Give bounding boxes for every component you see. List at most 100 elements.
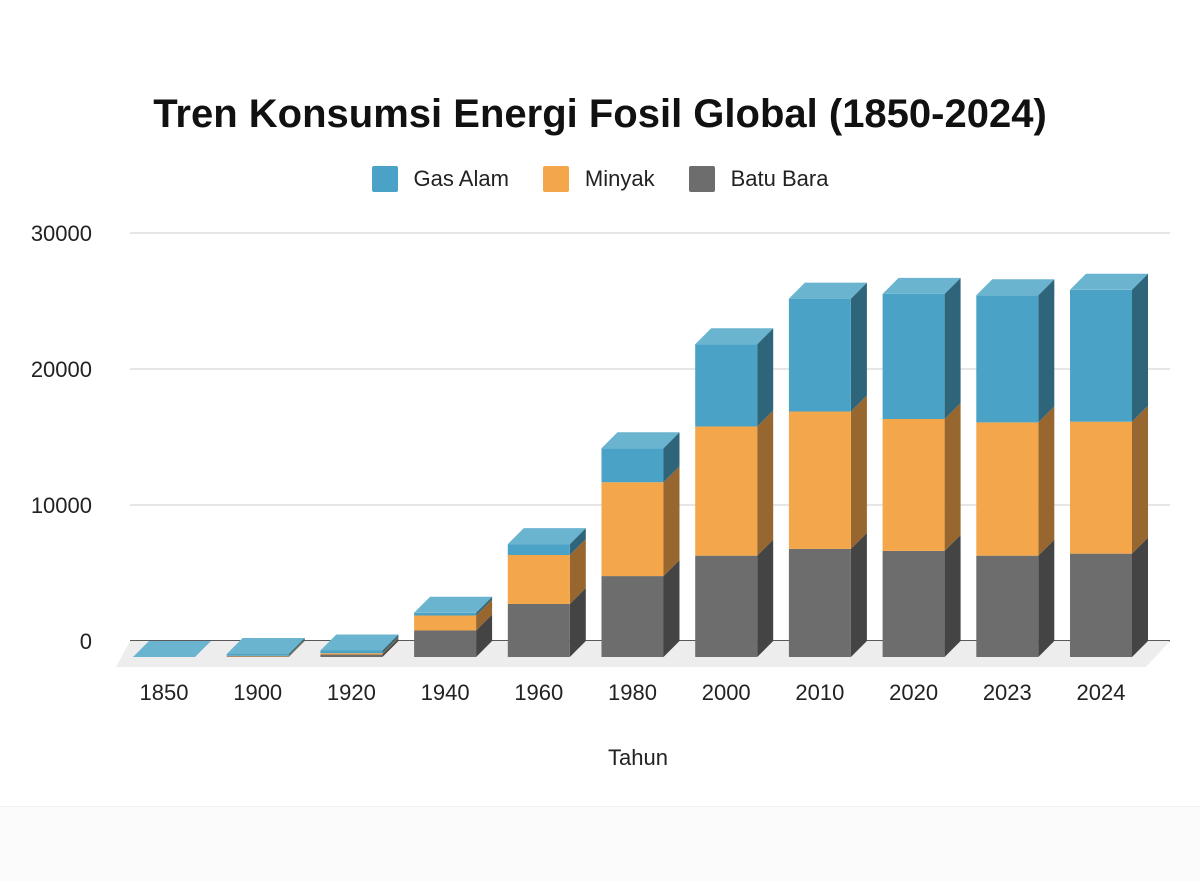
bar-side-batu-bara <box>944 534 961 657</box>
bar-top-face <box>133 641 211 657</box>
bar-segment-minyak[interactable] <box>788 411 851 549</box>
bar-top-face <box>414 596 493 613</box>
bar-segment-batu-bara[interactable] <box>695 555 758 657</box>
bar-segment-minyak[interactable] <box>695 426 758 556</box>
bar-side-batu-bara <box>382 638 399 657</box>
bar-stack-2024[interactable] <box>1070 273 1148 657</box>
bar-stack-2010[interactable] <box>788 282 867 657</box>
x-tick-label: 1900 <box>233 680 282 705</box>
x-tick-label: 1920 <box>327 680 376 705</box>
bar-stack-1980[interactable] <box>601 432 680 657</box>
legend: Gas Alam Minyak Batu Bara <box>0 166 1200 192</box>
bar-side-minyak <box>757 410 774 556</box>
bar-top-face <box>226 638 305 655</box>
bar-segment-gas-alam[interactable] <box>507 544 570 555</box>
y-tick-label: 0 <box>80 629 92 654</box>
bar-top-face <box>601 432 680 449</box>
bar-side-batu-bara <box>663 560 680 657</box>
bar-segment-minyak[interactable] <box>1070 421 1132 554</box>
x-axis-ticks: 1850 1900 1920 1940 1960 1980 2000 2010 2020 2023… <box>140 680 1126 705</box>
bar-side-gas-alam <box>476 596 493 616</box>
bar-segment-batu-bara[interactable] <box>601 576 664 657</box>
x-tick-label: 2023 <box>983 680 1032 705</box>
bar-side-minyak <box>382 637 399 655</box>
bar-segment-gas-alam[interactable] <box>226 654 289 656</box>
x-tick-label: 2024 <box>1077 680 1126 705</box>
bar-stack-2000[interactable] <box>695 328 774 657</box>
legend-item-batu-bara[interactable]: Batu Bara <box>688 166 829 192</box>
bar-segment-gas-alam[interactable] <box>601 448 664 483</box>
bar-side-minyak <box>663 466 680 577</box>
legend-item-minyak[interactable]: Minyak <box>542 166 655 192</box>
bar-segment-minyak[interactable] <box>882 419 945 551</box>
x-tick-label: 1960 <box>514 680 563 705</box>
bar-side-gas-alam <box>288 638 305 656</box>
bar-segment-batu-bara[interactable] <box>507 603 570 657</box>
y-tick-label: 10000 <box>31 493 92 518</box>
legend-label-gas-alam: Gas Alam <box>413 166 509 191</box>
bar-segment-batu-bara[interactable] <box>1070 553 1132 657</box>
x-tick-label: 1850 <box>140 680 189 705</box>
x-axis-title: Tahun <box>608 745 668 770</box>
bar-stack-2023[interactable] <box>976 279 1055 657</box>
bar-segment-batu-bara[interactable] <box>226 656 289 657</box>
bar-side-gas-alam <box>757 328 774 427</box>
bar-top-face <box>976 279 1055 296</box>
y-tick-label: 30000 <box>31 221 92 246</box>
bar-side-minyak <box>1132 405 1148 554</box>
bar-top-face <box>1070 273 1148 290</box>
bar-segment-gas-alam[interactable] <box>788 298 851 412</box>
bar-stack-2020[interactable] <box>882 277 961 657</box>
bar-segment-minyak[interactable] <box>414 615 477 631</box>
bar-segment-gas-alam[interactable] <box>320 650 383 654</box>
bar-side-batu-bara <box>476 614 493 657</box>
y-tick-label: 20000 <box>31 357 92 382</box>
bar-segment-batu-bara[interactable] <box>976 555 1039 657</box>
bar-side-batu-bara <box>288 640 305 657</box>
bar-segment-gas-alam[interactable] <box>695 344 758 427</box>
bars <box>133 273 1148 657</box>
bar-side-gas-alam <box>1038 279 1055 423</box>
bar-top-face <box>695 328 774 345</box>
chart-title: Tren Konsumsi Energi Fosil Global (1850-… <box>153 92 1047 136</box>
x-tick-label: 1980 <box>608 680 657 705</box>
bar-segment-batu-bara[interactable] <box>788 548 851 657</box>
bar-top-face <box>320 634 399 651</box>
bar-segment-minyak[interactable] <box>226 655 289 657</box>
bar-stack-1850[interactable] <box>133 641 211 657</box>
bottom-strip <box>0 806 1200 881</box>
bar-side-gas-alam <box>663 432 680 483</box>
bar-side-gas-alam <box>1132 273 1148 422</box>
bar-top-face <box>882 277 961 294</box>
bar-segment-batu-bara[interactable] <box>882 550 945 657</box>
bar-side-batu-bara <box>569 587 586 657</box>
bar-side-gas-alam <box>944 277 961 419</box>
legend-label-batu-bara: Batu Bara <box>730 166 829 191</box>
bar-segment-minyak[interactable] <box>507 555 570 604</box>
bar-side-batu-bara <box>1132 537 1148 657</box>
bar-side-gas-alam <box>850 282 867 412</box>
bar-stack-1920[interactable] <box>320 634 399 657</box>
legend-item-gas-alam[interactable]: Gas Alam <box>371 166 509 192</box>
bar-segment-batu-bara[interactable] <box>414 630 477 657</box>
bar-segment-minyak[interactable] <box>976 422 1039 556</box>
bar-segment-gas-alam[interactable] <box>414 612 477 616</box>
bar-side-batu-bara <box>850 532 867 657</box>
bar-side-minyak <box>288 639 305 657</box>
bar-side-batu-bara <box>1038 539 1055 657</box>
bar-segment-batu-bara[interactable] <box>320 654 383 657</box>
bar-segment-gas-alam[interactable] <box>976 295 1039 423</box>
bar-stack-1900[interactable] <box>226 638 305 657</box>
bar-side-minyak <box>476 599 493 631</box>
legend-swatch-batu-bara <box>688 166 715 192</box>
x-tick-label: 2020 <box>889 680 938 705</box>
bar-segment-gas-alam[interactable] <box>1070 289 1132 422</box>
bar-segment-minyak[interactable] <box>320 653 383 655</box>
bar-top-face <box>788 282 867 299</box>
x-tick-label: 2010 <box>795 680 844 705</box>
bar-side-batu-bara <box>757 539 774 657</box>
bar-segment-minyak[interactable] <box>601 482 664 577</box>
bar-stack-1940[interactable] <box>414 596 493 657</box>
bar-stack-1960[interactable] <box>507 528 586 657</box>
bar-segment-gas-alam[interactable] <box>882 293 945 419</box>
